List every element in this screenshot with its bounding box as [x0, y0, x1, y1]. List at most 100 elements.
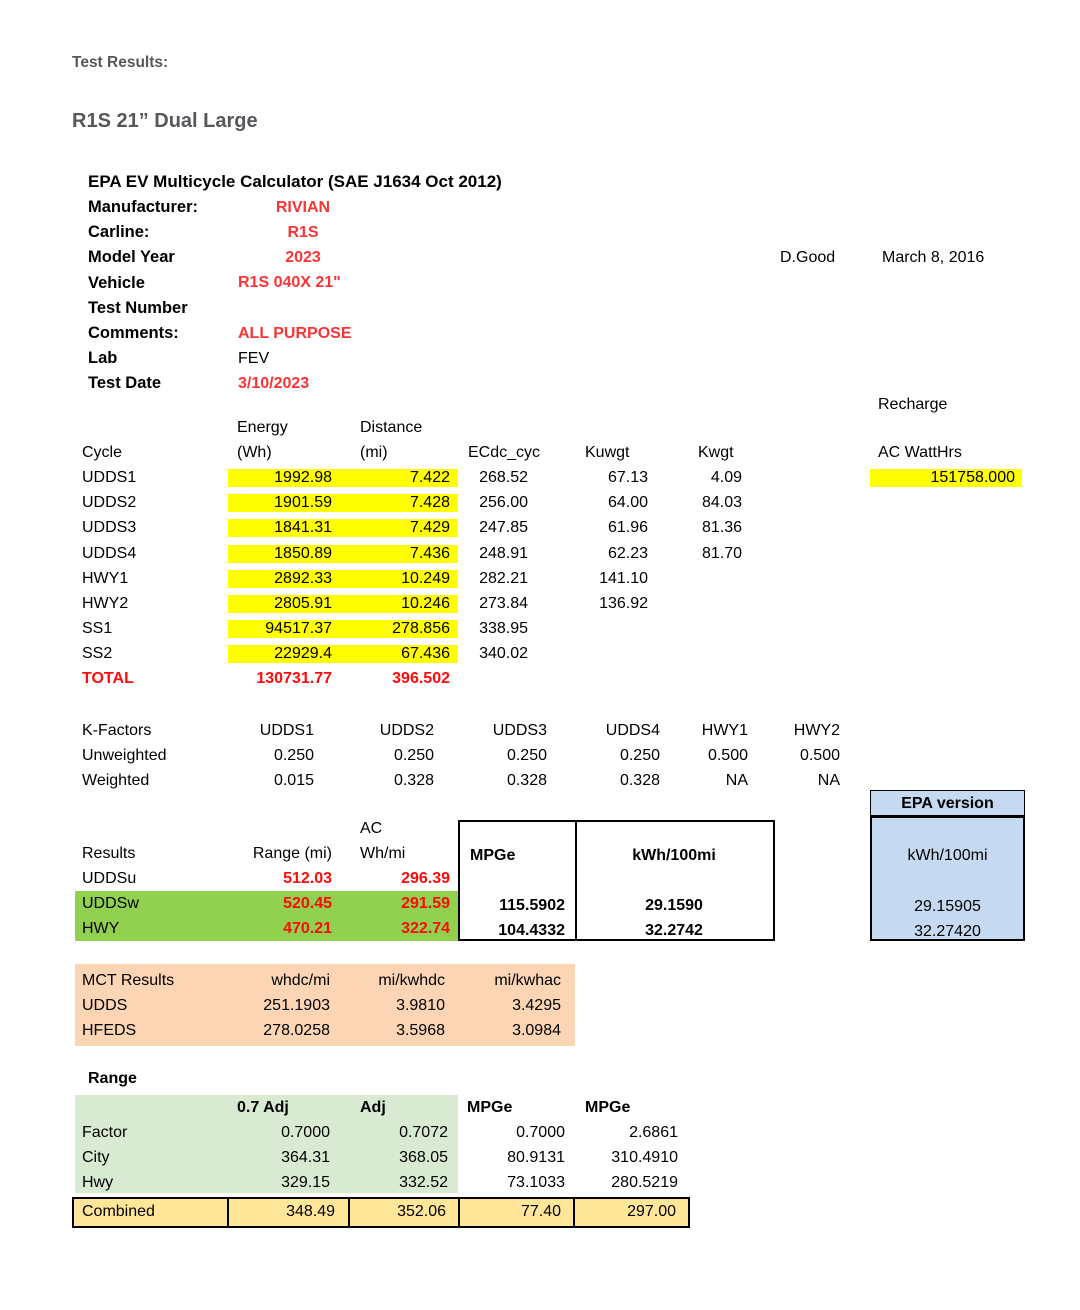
field-label-vehicle: Vehicle [88, 273, 145, 292]
whmi-header: Wh/mi [360, 844, 406, 862]
cycle-table: Energy Distance Cycle (Wh) (mi) ECdc_cyc… [82, 415, 1022, 692]
mpge-uddsw-value: 115.5902 [499, 897, 565, 914]
field-value-vehicle: R1S 040X 21" [238, 274, 341, 292]
k-factors-header-row: K-Factors UDDS1 UDDS2 UDDS3 UDDS4 HWY1 H… [82, 718, 872, 743]
results-label: Results [82, 844, 136, 862]
energy-cell: 1992.98 [228, 468, 340, 487]
cycle-row-udds3: UDDS3 1841.31 7.429 247.85 61.96 81.36 [82, 516, 1022, 541]
whmi-cell: 322.74 [401, 920, 450, 938]
k-factors-weighted-row: Weighted 0.015 0.328 0.328 0.328 NA NA [82, 768, 872, 793]
ecdc-cell: 268.52 [479, 468, 528, 486]
ecdc-header: ECdc_cyc [468, 443, 541, 461]
wh-header: (Wh) [237, 443, 272, 461]
cycle-row-ss2: SS2 22929.4 67.436 340.02 [82, 642, 1022, 667]
cycle-row-ss1: SS1 94517.37 278.856 338.95 [82, 617, 1022, 642]
info-row-carline: Carline: R1S [88, 220, 1080, 245]
cycle-cell: UDDS1 [82, 468, 137, 486]
range-table: 0.7 Adj Adj MPGe MPGe Factor 0.7000 0.70… [82, 1095, 683, 1196]
mct-header-row: MCT Results whdc/mi mi/kwhdc mi/kwhac [75, 968, 575, 993]
kf-header-udds1: UDDS1 [259, 721, 314, 739]
info-row-vehicle: Vehicle R1S 040X 21" [88, 271, 1080, 296]
whmi-cell: 291.59 [401, 894, 450, 912]
range-header-row: 0.7 Adj Adj MPGe MPGe [82, 1095, 683, 1120]
epa-version-box: kWh/100mi 29.15905 32.27420 [870, 816, 1025, 941]
kf-cell: 0.328 [619, 771, 660, 789]
info-row-comments: Comments: ALL PURPOSE [88, 321, 1080, 346]
field-value-model-year: 2023 [285, 248, 321, 266]
cycle-cell: SS2 [82, 645, 113, 663]
mct-cell: 3.5968 [396, 1021, 445, 1039]
row-label: Hwy [82, 1174, 114, 1192]
cycle-row-udds2: UDDS2 1901.59 7.428 256.00 64.00 84.03 [82, 491, 1022, 516]
combined-row: Combined 348.49 352.06 77.40 297.00 [72, 1197, 690, 1228]
field-label-carline: Carline: [88, 223, 150, 242]
range-cell: 329.15 [281, 1174, 330, 1192]
mpge-kwh-box: MPGe kWh/100mi 115.5902 29.1590 104.4332… [458, 820, 775, 941]
distance-cell: 7.422 [340, 468, 458, 487]
epa-unit-label: kWh/100mi [907, 847, 988, 864]
k-factors-unweighted-row: Unweighted 0.250 0.250 0.250 0.250 0.500… [82, 743, 872, 768]
kf-cell: 0.015 [273, 771, 314, 789]
kf-cell: 0.250 [393, 746, 434, 764]
mct-cell: 278.0258 [263, 1021, 330, 1039]
energy-cell: 1901.59 [228, 494, 340, 513]
combined-adj: 352.06 [348, 1199, 458, 1226]
kf-header-hwy1: HWY1 [701, 721, 748, 739]
cycle-cell: HWY1 [82, 569, 129, 587]
vehicle-info-block: Manufacturer: RIVIAN Carline: R1S Model … [88, 195, 1080, 397]
range-row-hwy: Hwy 329.15 332.52 73.1033 280.5219 [82, 1171, 683, 1196]
field-label-model-year: Model Year [88, 248, 175, 267]
results-row-uddsu: UDDSu 512.03 296.39 [82, 866, 458, 891]
kwh100-header: kWh/100mi [632, 847, 716, 864]
range-cell: 512.03 [283, 869, 332, 887]
ecdc-cell: 248.91 [479, 544, 528, 562]
range-green-highlight [75, 1095, 458, 1193]
kf-cell: 0.500 [707, 746, 748, 764]
combined-label: Combined [82, 1203, 155, 1220]
results-row-uddsw: UDDSw 520.45 291.59 [82, 891, 458, 916]
info-row-test-date: Test Date 3/10/2023 [88, 371, 1080, 396]
mct-cell: 251.1903 [263, 996, 330, 1014]
field-label-lab: Lab [88, 349, 118, 368]
row-label: UDDSw [82, 894, 139, 912]
reviewer-name: D.Good [780, 249, 836, 267]
kwgt-cell: 4.09 [710, 468, 742, 486]
ecdc-cell: 340.02 [479, 645, 528, 663]
kwgt-cell: 81.70 [701, 544, 742, 562]
test-results-label: Test Results: [72, 54, 169, 71]
mct-row-hfeds: HFEDS 278.0258 3.5968 3.0984 [75, 1018, 575, 1043]
distance-cell: 278.856 [340, 620, 458, 639]
range-row-factor: Factor 0.7000 0.7072 0.7000 2.6861 [82, 1120, 683, 1145]
results-row-hwy: HWY 470.21 322.74 [82, 917, 458, 942]
results-green-highlight [75, 891, 458, 942]
distance-cell: 10.249 [340, 569, 458, 588]
review-date: March 8, 2016 [882, 249, 985, 267]
mi-header: (mi) [360, 443, 388, 461]
energy-header: Energy [237, 418, 288, 436]
mct-results-label: MCT Results [82, 971, 175, 989]
range-mi-header: Range (mi) [252, 844, 332, 862]
cycle-cell: HWY2 [82, 594, 129, 612]
range-cell: 2.6861 [629, 1123, 678, 1141]
cycle-row-udds1: UDDS1 1992.98 7.422 268.52 67.13 4.09 15… [82, 465, 1022, 490]
row-label: UDDS [82, 996, 128, 1014]
energy-cell: 1850.89 [228, 544, 340, 563]
range-cell: 368.05 [399, 1148, 448, 1166]
kwh100-uddsw-value: 29.1590 [645, 897, 703, 914]
cycle-cell: UDDS4 [82, 544, 137, 562]
cycle-table-header-1: Energy Distance [82, 415, 1022, 440]
mct-cell: 3.0984 [512, 1021, 561, 1039]
field-label-test-date: Test Date [88, 374, 162, 393]
ecdc-cell: 273.84 [479, 594, 528, 612]
mct-cell: 3.4295 [512, 996, 561, 1014]
distance-cell: 67.436 [340, 645, 458, 664]
range-row-city: City 364.31 368.05 80.9131 310.4910 [82, 1145, 683, 1170]
kf-cell: 0.500 [799, 746, 840, 764]
kf-cell: NA [817, 771, 840, 789]
field-label-test-number: Test Number [88, 298, 188, 317]
recharge-label: Recharge [878, 396, 948, 413]
field-value-manufacturer: RIVIAN [275, 198, 331, 216]
mi-kwhdc-header: mi/kwhdc [378, 971, 445, 989]
total-label: TOTAL [82, 670, 134, 688]
mct-row-udds: UDDS 251.1903 3.9810 3.4295 [75, 993, 575, 1018]
